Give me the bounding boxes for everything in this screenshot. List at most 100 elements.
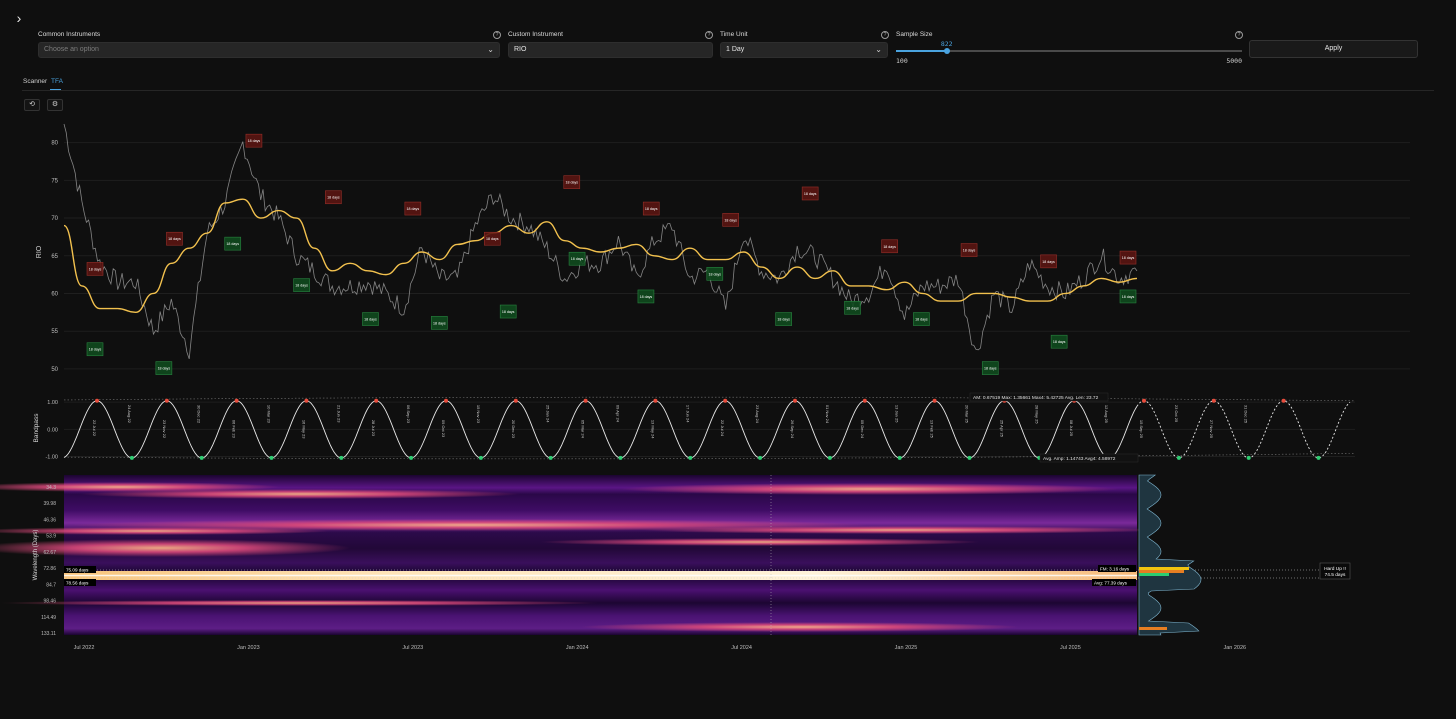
slider-max-label: 5000 xyxy=(1226,57,1242,65)
bandpass-date-label: 10 Mar 23 xyxy=(267,405,272,424)
upper-envelope xyxy=(63,396,1356,402)
bandpass-date-label: 20 Mar 25 xyxy=(965,405,970,424)
trough-marker-box xyxy=(155,361,173,375)
custom-instrument-label: Custom Instrument xyxy=(508,31,563,38)
tab-tfa[interactable]: TFA xyxy=(51,78,63,85)
bandpass-date-label: 09 Oct 23 xyxy=(441,420,446,438)
bandpass-date-label: 30 Dec 22 xyxy=(197,405,202,424)
help-icon[interactable]: ? xyxy=(705,31,713,39)
apply-button[interactable]: Apply xyxy=(1249,40,1418,58)
fm-label: FM: 3.16 days xyxy=(1100,567,1130,572)
help-icon[interactable]: ? xyxy=(881,31,889,39)
y-tick-label: 0.00 xyxy=(47,427,58,433)
peak-marker-box xyxy=(166,231,183,246)
help-icon[interactable]: ? xyxy=(1235,31,1243,39)
bandpass-chart: 1.00 0.00 -1.00 Bandpass 22 Jul 22 24 Aug 22 2… xyxy=(33,392,1356,463)
bandpass-trough-marker xyxy=(688,455,693,460)
y-tick-label: 98.46 xyxy=(43,599,56,605)
bandpass-date-label: 23 Nov 22 xyxy=(162,420,167,439)
trough-label: 18 days xyxy=(226,242,239,246)
slider-thumb[interactable] xyxy=(943,48,950,54)
y-tick-label: 72.86 xyxy=(43,566,56,572)
heatmap-ridge xyxy=(0,600,600,606)
bandpass-date-label: 20 Dec 23 xyxy=(511,420,516,439)
bandpass-date-label: 08 Jul 25 xyxy=(1069,420,1074,437)
y-tick-label: 114.49 xyxy=(41,615,56,621)
bandpass-stats-top: AM: 0.67519 Max: 1.35661 Max4: 5.42725 A… xyxy=(973,395,1099,401)
trough-marker-box xyxy=(913,312,930,326)
slider-min-label: 100 xyxy=(896,57,908,65)
bandpass-peak-marker xyxy=(1142,398,1146,403)
peak-marker-box xyxy=(245,133,263,148)
x-tick-label: Jul 2024 xyxy=(731,645,752,651)
tab-scanner[interactable]: Scanner xyxy=(23,78,48,85)
bandpass-trough-marker xyxy=(409,455,414,460)
bandpass-peak-marker xyxy=(95,398,99,403)
bandpass-stats-bottom-box xyxy=(1039,453,1139,463)
x-tick-label: Jul 2025 xyxy=(1060,645,1081,651)
chevron-down-icon: ⌄ xyxy=(487,45,494,54)
trough-marker-box xyxy=(499,304,517,319)
peak-marker-box xyxy=(881,239,898,254)
heatmap-ridge xyxy=(620,483,1120,495)
bandpass-date-label: 28 May 25 xyxy=(1034,405,1039,424)
sidebar-toggle-icon[interactable]: › xyxy=(16,10,22,26)
reset-zoom-icon[interactable]: ⟲ xyxy=(24,99,40,111)
peak-marker-box xyxy=(484,231,501,246)
bandpass-trough-marker xyxy=(269,455,274,460)
y-tick-label: 55 xyxy=(51,329,58,335)
cycle-overlay-line xyxy=(63,198,1138,314)
bandpass-trough-marker xyxy=(897,455,902,460)
time-unit-select[interactable]: 1 Day ⌄ xyxy=(720,42,888,58)
bandpass-stats-bottom: Avg. Amp: 1.14743 Avg4: 4.58972 xyxy=(1043,456,1116,462)
sample-size-slider[interactable]: 822 100 5000 xyxy=(896,40,1242,66)
bandpass-trough-marker xyxy=(967,455,972,460)
bandpass-date-label: 26 Sep 24 xyxy=(790,420,795,439)
trough-marker-box xyxy=(637,289,655,304)
heatmap-ridge xyxy=(0,539,350,557)
peak-marker-box xyxy=(86,262,104,276)
trough-label: 18 days xyxy=(640,295,653,299)
slider-fill xyxy=(896,50,947,52)
bandpass-date-label: 22 Jul 22 xyxy=(92,420,97,437)
trough-marker-box xyxy=(362,312,379,326)
avg-tag-box xyxy=(1092,579,1136,586)
common-instruments-select[interactable]: Choose an option ⌄ xyxy=(38,42,500,58)
price-chart: 80 75 70 65 60 55 50 RIO 18 days 18 days 18 days 18… xyxy=(36,123,1410,375)
peak-marker-box xyxy=(642,201,660,216)
price-series-line xyxy=(63,123,1138,360)
bandpass-trough-marker xyxy=(618,455,623,460)
bandpass-peak-marker xyxy=(513,398,518,403)
signal-label: Hard Up !! xyxy=(1324,566,1346,572)
trough-marker-box xyxy=(981,361,999,375)
trough-marker-box xyxy=(568,251,586,266)
bandpass-peak-marker xyxy=(374,398,379,403)
custom-instrument-input[interactable]: RIO xyxy=(508,42,713,58)
peak-marker-box xyxy=(960,243,978,257)
common-instruments-label: Common Instruments xyxy=(38,31,101,38)
bandpass-trough-marker xyxy=(1316,455,1321,460)
bandpass-trough-marker xyxy=(548,455,553,460)
peak-label: 18 days xyxy=(724,218,737,222)
bandpass-peak-marker xyxy=(932,398,937,403)
bandpass-peak-marker xyxy=(793,398,797,403)
peak-label: 18 days xyxy=(645,207,658,211)
bandpass-line xyxy=(63,400,1138,459)
tabs-divider xyxy=(22,90,1434,91)
secondary-band-label: 78.56 days xyxy=(66,581,89,586)
trough-label: 18 days xyxy=(364,318,377,322)
bandpass-peak-marker xyxy=(304,398,309,403)
settings-gear-icon[interactable]: ⚙ xyxy=(47,99,63,111)
time-axis: Jul 2022 Jan 2023 Jul 2023 Jan 2024 Jul 2024… xyxy=(74,645,1247,651)
peak-label: 18 days xyxy=(248,139,261,143)
lower-envelope xyxy=(63,452,1356,460)
heatmap-ridge xyxy=(0,527,330,535)
x-tick-label: Jan 2026 xyxy=(1223,645,1246,651)
trough-marker-box xyxy=(224,236,242,251)
y-tick-label: 60 xyxy=(51,291,58,297)
y-tick-label: 70 xyxy=(51,216,58,222)
y-axis-label: Wavelength (Days) xyxy=(33,530,39,581)
bandpass-date-label: 13 May 24 xyxy=(650,420,655,439)
y-tick-label: 1.00 xyxy=(47,400,58,406)
help-icon[interactable]: ? xyxy=(493,31,501,39)
